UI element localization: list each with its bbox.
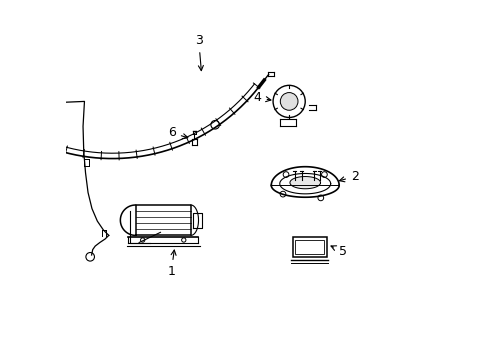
Text: 6: 6 [168,126,187,139]
Circle shape [280,93,297,110]
Bar [295,240,324,254]
Text: 2: 2 [339,170,358,183]
Text: 3: 3 [194,34,203,71]
Bar [292,237,326,257]
Text: 5: 5 [330,245,346,258]
Text: 1: 1 [167,250,176,278]
Ellipse shape [289,176,320,189]
Text: 4: 4 [253,91,270,104]
